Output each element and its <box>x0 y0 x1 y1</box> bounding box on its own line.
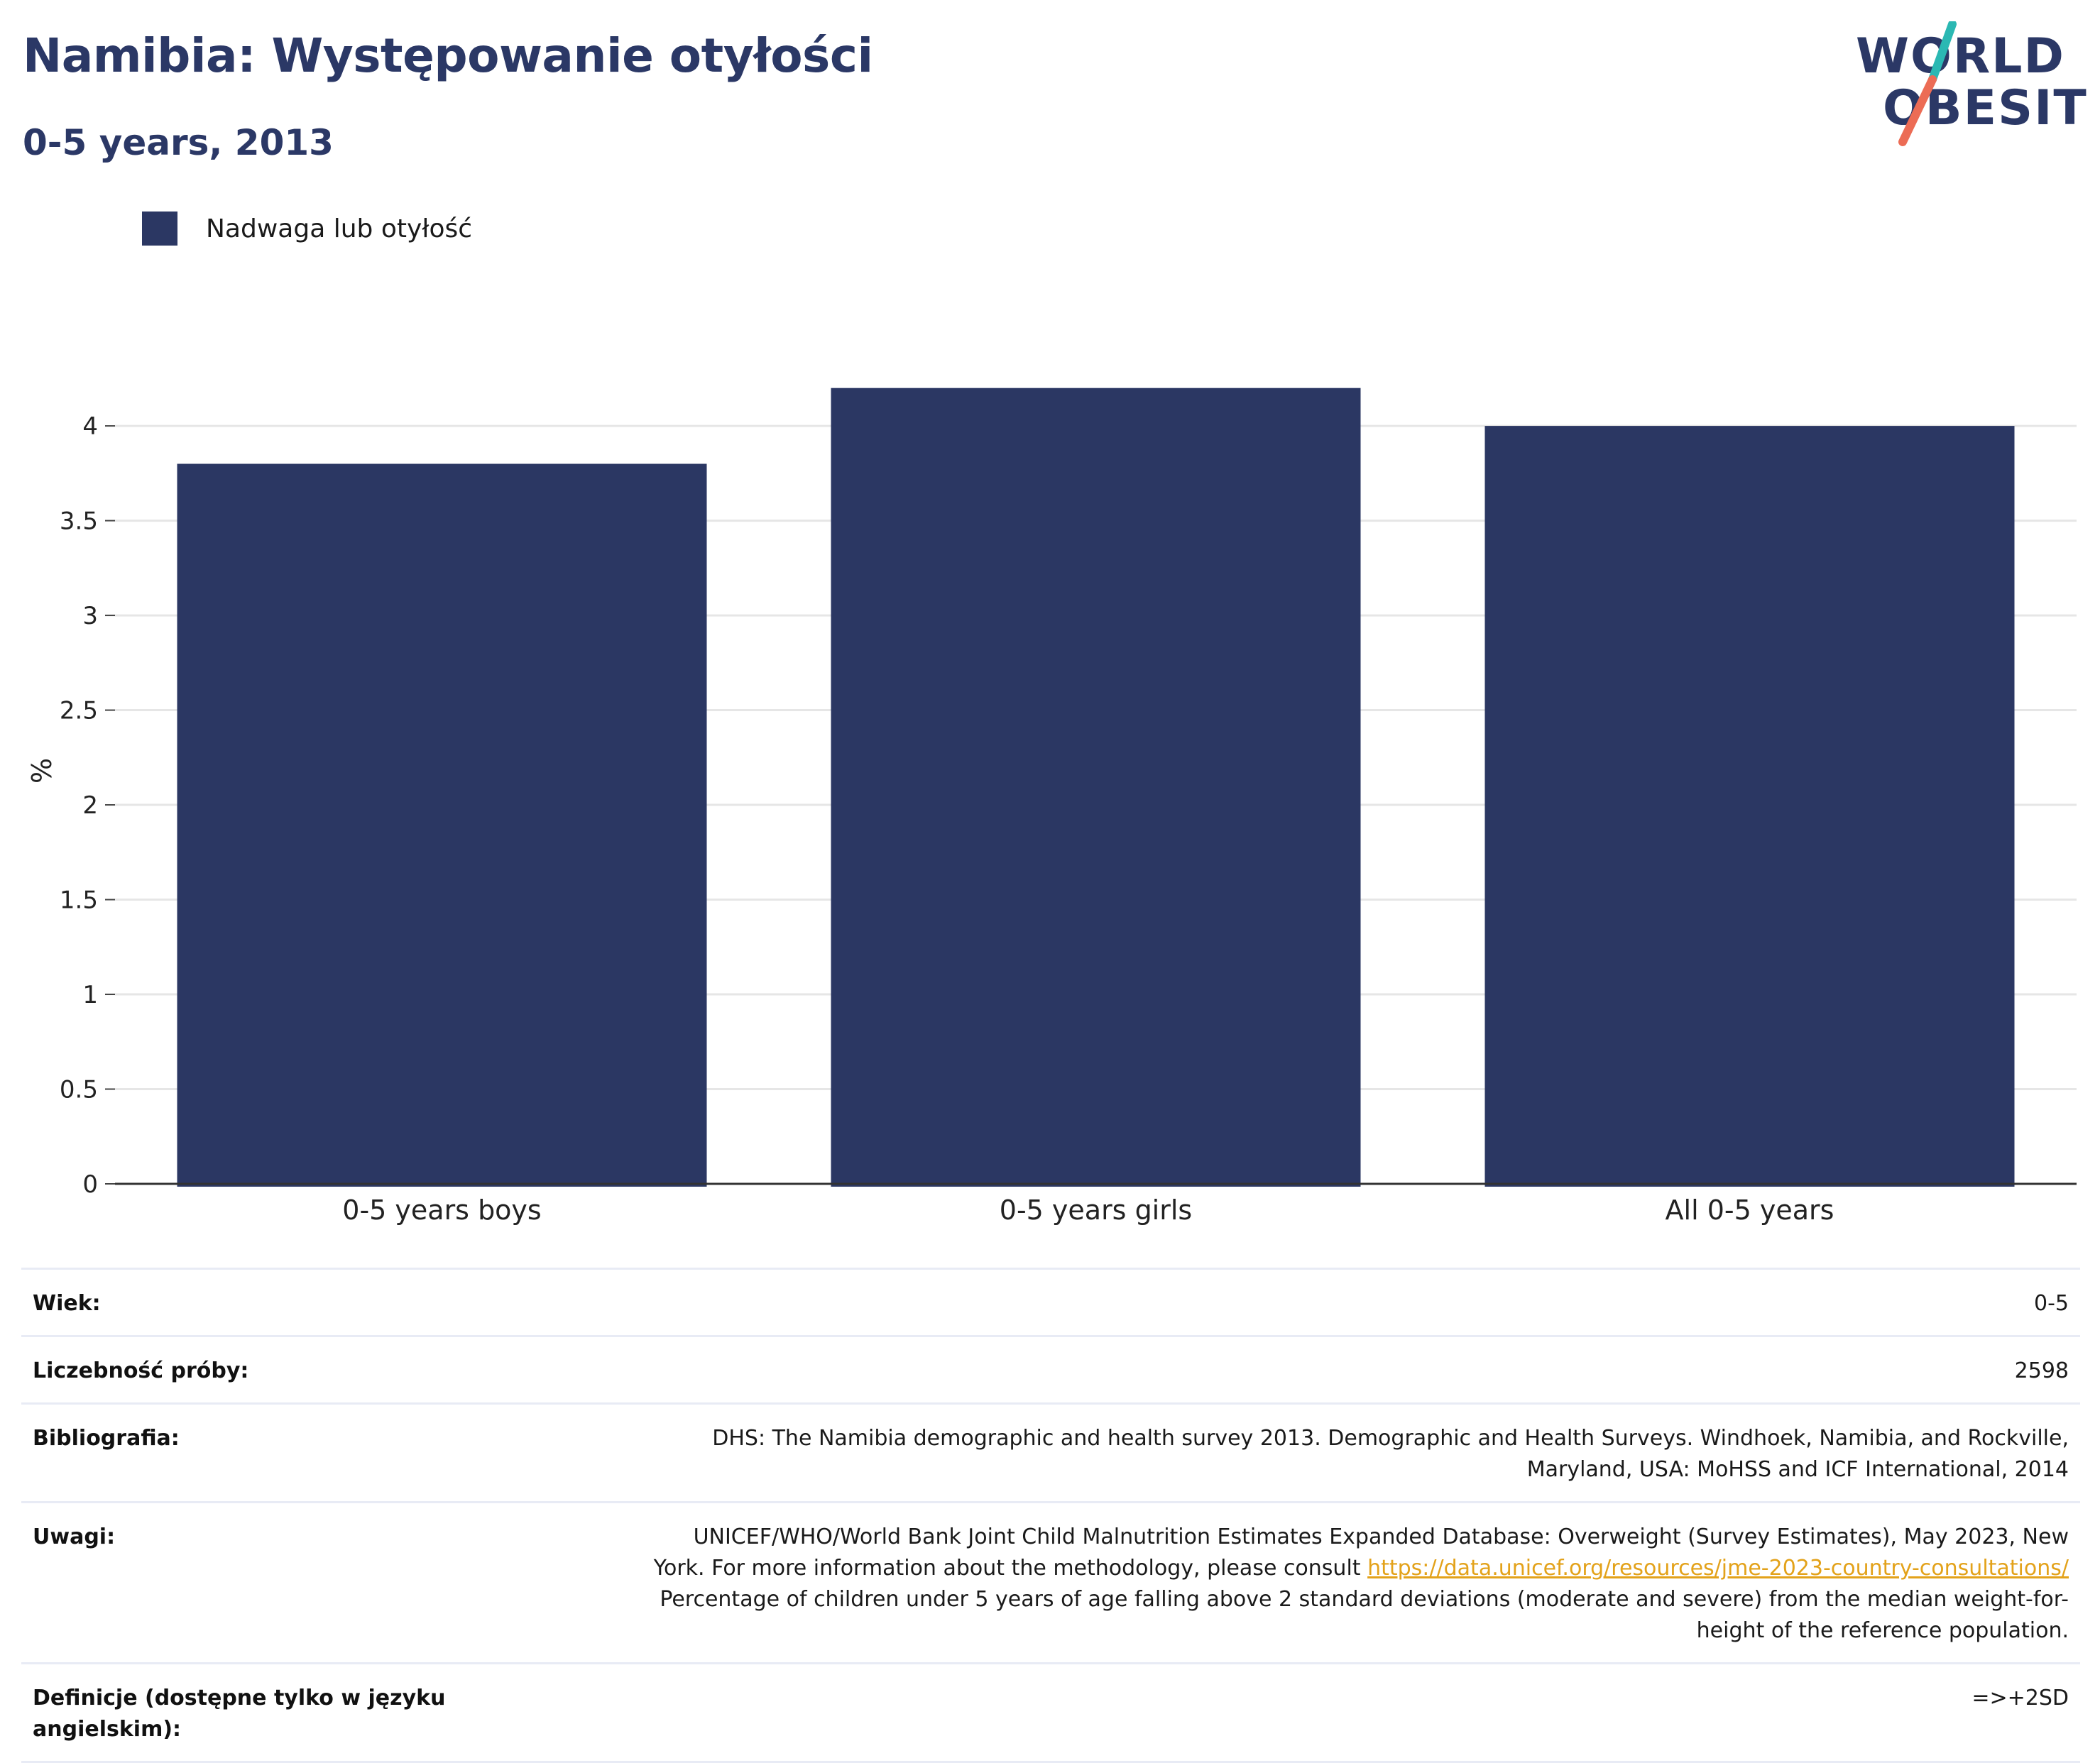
bibliography-value: DHS: The Namibia demographic and health … <box>712 1423 2069 1485</box>
info-row-notes: Uwagi: UNICEF/WHO/World Bank Joint Child… <box>21 1501 2080 1662</box>
logo-slash-teal <box>1928 21 1957 84</box>
definitions-label: Definicje (dostępne tylko w języku angie… <box>33 1686 446 1742</box>
bar <box>831 388 1361 1187</box>
y-tick-label: 1.5 <box>60 886 98 915</box>
logo-word-world: WORLD <box>1856 28 2065 84</box>
info-table: Wiek: 0-5 Liczebność próby: 2598 Bibliog… <box>21 1268 2080 1763</box>
notes-line-4: height of the reference population. <box>1696 1618 2069 1643</box>
bar-chart: 0 0.5 1 1.5 2 2.5 3 3.5 4 0-5 years boys 0-5 years… <box>26 388 2077 1226</box>
info-row-definitions: Definicje (dostępne tylko w języku angie… <box>21 1662 2080 1763</box>
notes-label: Uwagi: <box>33 1525 116 1549</box>
notes-value: UNICEF/WHO/World Bank Joint Child Malnut… <box>654 1522 2069 1647</box>
y-tick-label: 2.5 <box>60 697 98 725</box>
bar <box>177 463 707 1187</box>
chart-subtitle: 0-5 years, 2013 <box>23 122 334 163</box>
definitions-value: =>+2SD <box>1972 1686 2069 1710</box>
info-row-sample-size: Liczebność próby: 2598 <box>21 1335 2080 1402</box>
age-value: 0-5 <box>2034 1291 2069 1316</box>
legend[interactable]: Nadwaga lub otyłość <box>142 212 472 246</box>
y-tick-label: 4 <box>82 412 98 441</box>
logo-slash-coral <box>1898 75 1937 146</box>
y-tick-label: 3 <box>82 602 98 630</box>
bibliography-label: Bibliografia: <box>33 1426 180 1451</box>
world-obesity-logo[interactable]: WORLD OBESITY <box>1846 21 2087 149</box>
info-row-bibliography: Bibliografia: DHS: The Namibia demograph… <box>21 1402 2080 1501</box>
y-tick-label: 0.5 <box>60 1076 98 1104</box>
notes-line-3: Percentage of children under 5 years of … <box>660 1587 2069 1612</box>
x-tick-label: 0-5 years girls <box>1000 1194 1192 1226</box>
info-row-age: Wiek: 0-5 <box>21 1268 2080 1335</box>
y-tick-label: 0 <box>82 1170 98 1199</box>
sample-size-value: 2598 <box>2014 1358 2069 1383</box>
legend-swatch <box>142 212 177 246</box>
y-tick-label: 2 <box>82 791 98 820</box>
bar <box>1484 426 2015 1187</box>
legend-label: Nadwaga lub otyłość <box>206 214 473 243</box>
sample-size-label: Liczebność próby: <box>33 1358 249 1383</box>
y-tick-label: 3.5 <box>60 507 98 536</box>
notes-line-2-prefix: York. For more information about the met… <box>653 1556 1368 1581</box>
x-tick-label: 0-5 years boys <box>342 1194 541 1226</box>
notes-link[interactable]: https://data.unicef.org/resources/jme-20… <box>1367 1556 2069 1581</box>
y-axis-title: % <box>26 758 58 784</box>
bibliography-line-2: Maryland, USA: MoHSS and ICF Internation… <box>1526 1457 2069 1482</box>
chart-title: Namibia: Występowanie otyłości <box>23 28 873 83</box>
y-tick-label: 1 <box>82 981 98 1009</box>
age-label: Wiek: <box>33 1291 101 1316</box>
bibliography-line-1: DHS: The Namibia demographic and health … <box>712 1426 2069 1451</box>
notes-line-1: UNICEF/WHO/World Bank Joint Child Malnut… <box>693 1525 2069 1549</box>
x-tick-label: All 0-5 years <box>1666 1194 1834 1226</box>
